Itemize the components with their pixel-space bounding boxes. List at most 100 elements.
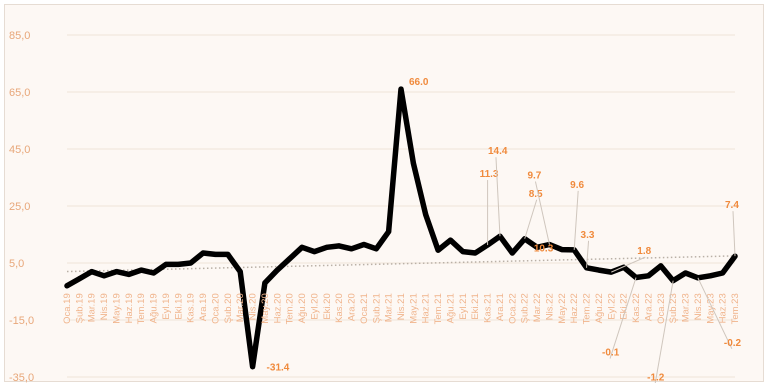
data-label: 1.8 — [637, 246, 651, 257]
data-point — [89, 269, 95, 275]
x-tick-label: Kas.20 — [334, 293, 345, 323]
label-leader-line — [654, 280, 674, 383]
data-point — [645, 273, 651, 279]
data-label: -0.1 — [602, 348, 620, 359]
data-label: 8.5 — [529, 189, 543, 200]
x-tick-label: Nis.20 — [248, 293, 259, 320]
x-tick-label: Haz.23 — [718, 293, 729, 323]
label-leader-line — [611, 256, 646, 273]
x-tick-label: Kas.21 — [483, 293, 494, 323]
series-line — [64, 86, 738, 370]
data-point — [126, 271, 132, 277]
data-point — [435, 247, 441, 253]
data-point — [324, 244, 330, 250]
x-tick-label: Ara.19 — [198, 293, 209, 321]
x-tick-label: May.22 — [557, 293, 568, 323]
data-point — [250, 364, 256, 370]
data-point — [398, 86, 404, 92]
data-label: -0.2 — [724, 338, 742, 349]
x-tick-label: Ağu.19 — [149, 293, 160, 323]
x-tick-label: Şub.22 — [520, 293, 531, 323]
x-tick-label: Tem.22 — [582, 293, 593, 324]
data-point — [410, 160, 416, 166]
x-tick-label: Şub.20 — [223, 293, 234, 323]
data-label: 10.3 — [534, 244, 554, 255]
x-tick-label: May.20 — [260, 293, 271, 323]
data-label: -31.4 — [267, 363, 290, 374]
data-point — [349, 246, 355, 252]
x-tick-label: Şub.19 — [74, 293, 85, 323]
y-tick-label: -15,0 — [9, 315, 34, 327]
data-point — [200, 250, 206, 256]
x-tick-label: Eki.19 — [173, 293, 184, 319]
x-tick-label: Tem.20 — [285, 293, 296, 324]
data-label: 9.6 — [570, 180, 584, 191]
x-tick-label: Eki.20 — [322, 293, 333, 319]
x-tick-label: Mar.19 — [87, 293, 98, 322]
data-point — [472, 250, 478, 256]
x-tick-label: Nis.21 — [396, 293, 407, 320]
y-tick-label: -35,0 — [9, 372, 34, 383]
data-point — [361, 241, 367, 247]
chart-area: 85,0 65,0 45,0 25,0 5,0 -15,0 -35,0 Oca.19 Şub.1… — [4, 4, 764, 383]
data-point — [509, 250, 515, 256]
x-tick-label: Eyl.21 — [458, 293, 469, 319]
data-point — [188, 260, 194, 266]
x-tick-label: Tem.19 — [136, 293, 147, 324]
data-point — [447, 237, 453, 243]
x-tick-label: Eyl.20 — [309, 293, 320, 319]
data-point — [707, 273, 713, 279]
x-tick-label: Ağu.20 — [297, 293, 308, 323]
x-tick-label: Nis.23 — [693, 293, 704, 320]
data-point — [225, 251, 231, 257]
x-tick-label: Şub.23 — [668, 293, 679, 323]
label-leader-line — [534, 181, 550, 245]
data-point — [311, 249, 317, 255]
x-tick-label: Ağu.21 — [445, 293, 456, 323]
data-point — [559, 247, 565, 253]
data-point — [151, 270, 157, 276]
x-tick-label: Oca.21 — [359, 293, 370, 324]
x-tick-label: Oca.23 — [656, 293, 667, 324]
data-label: 66.0 — [409, 77, 429, 88]
data-label: 11.3 — [480, 169, 499, 180]
data-point — [534, 244, 540, 250]
label-leader-line — [609, 277, 637, 359]
x-tick-label: May.19 — [111, 293, 122, 323]
label-leader-line — [586, 240, 590, 268]
data-label: 14.4 — [488, 146, 508, 157]
data-point — [373, 246, 379, 252]
x-tick-label: Ara.22 — [643, 293, 654, 321]
data-label: 9.7 — [527, 170, 541, 181]
data-point — [212, 251, 218, 257]
label-leader-line — [524, 199, 538, 239]
data-point — [423, 212, 429, 218]
x-tick-label: Nis.22 — [544, 293, 555, 320]
y-tick-label: 5,0 — [9, 258, 24, 270]
x-tick-label: Eki.21 — [470, 293, 481, 319]
data-point — [138, 267, 144, 273]
x-tick-label: Şub.21 — [371, 293, 382, 323]
data-point — [336, 243, 342, 249]
data-point — [658, 263, 664, 269]
x-tick-label: Oca.20 — [210, 293, 221, 324]
x-tick-label: Ağu.22 — [594, 293, 605, 323]
data-point — [163, 261, 169, 267]
x-tick-label: Haz.20 — [272, 293, 283, 323]
data-point — [237, 269, 243, 275]
x-tick-label: Nis.19 — [99, 293, 110, 320]
data-point — [76, 276, 82, 282]
label-leader-line — [495, 157, 501, 237]
data-label: 7.4 — [725, 200, 739, 211]
x-tick-label: Haz.21 — [421, 293, 432, 323]
x-tick-label: Mar.22 — [532, 293, 543, 322]
data-point — [460, 249, 466, 255]
data-point — [596, 267, 602, 273]
trend-line — [66, 255, 736, 273]
x-tick-label: May.21 — [408, 293, 419, 323]
data-label: -1.2 — [647, 373, 665, 383]
x-tick-label: Tem.21 — [433, 293, 444, 324]
label-leader-line — [732, 211, 736, 257]
x-tick-label: Mar.21 — [384, 293, 395, 322]
x-tick-label: Haz.22 — [569, 293, 580, 323]
